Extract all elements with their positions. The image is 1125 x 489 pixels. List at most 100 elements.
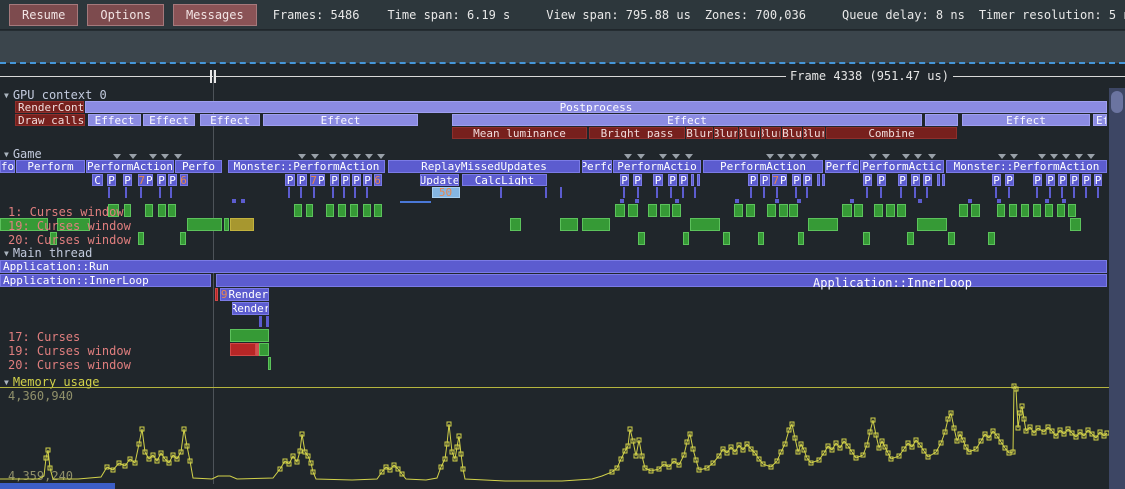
collapsed-zone-marker-icon[interactable] [298, 154, 306, 159]
ruler-handle-left[interactable] [210, 70, 212, 83]
zone-p[interactable]: P [992, 174, 1001, 186]
zone-block[interactable] [326, 204, 334, 217]
collapsed-zone-marker-icon[interactable] [766, 154, 774, 159]
zone-bright-pass[interactable]: Bright pass [589, 127, 685, 139]
zone-p[interactable]: P [1046, 174, 1055, 186]
vertical-scrollbar[interactable] [1109, 88, 1125, 489]
zone-block[interactable] [842, 204, 852, 217]
zone-block[interactable] [988, 232, 995, 245]
zone-p[interactable]: P [123, 174, 132, 186]
zone-performaction[interactable]: PerformAction [86, 160, 174, 173]
zone-p[interactable]: P [168, 174, 177, 186]
collapsed-zone-marker-icon[interactable] [788, 154, 796, 159]
collapsed-zone-marker-icon[interactable] [882, 154, 890, 159]
zone-block[interactable]: 6 [374, 174, 382, 186]
zone-p[interactable]: P [863, 174, 872, 186]
collapsed-zone-marker-icon[interactable] [129, 154, 137, 159]
collapsed-zone-marker-icon[interactable] [902, 154, 910, 159]
zone-block[interactable] [1068, 204, 1076, 217]
zone-block[interactable] [822, 174, 825, 186]
zone-p[interactable]: P [679, 174, 688, 186]
zone-p[interactable]: P [1033, 174, 1042, 186]
zone-p[interactable]: P [1082, 174, 1091, 186]
zone-perform[interactable]: Perform [16, 160, 85, 173]
collapsed-zone-marker-icon[interactable] [329, 154, 337, 159]
zone-perfc[interactable]: Perfc [825, 160, 859, 173]
horizontal-scrollbar-thumb[interactable] [0, 483, 115, 489]
zone-blur[interactable]: Blur [803, 127, 825, 139]
zone-block[interactable] [723, 232, 730, 245]
collapsed-zone-marker-icon[interactable] [174, 154, 182, 159]
zone-effect[interactable]: Effect [88, 114, 141, 126]
zone-p[interactable]: P [633, 174, 642, 186]
zone-block[interactable] [510, 218, 521, 231]
zone-block[interactable] [138, 232, 144, 245]
zone-perfc[interactable]: Perfc [582, 160, 612, 173]
collapsed-zone-marker-icon[interactable] [311, 154, 319, 159]
zone-renderconte[interactable]: RenderConte [15, 101, 84, 113]
zone-block[interactable] [758, 232, 764, 245]
zone-block[interactable] [660, 204, 670, 217]
zone-performaction[interactable]: PerformAction [703, 160, 823, 173]
zone-block[interactable] [268, 357, 271, 370]
collapsed-zone-marker-icon[interactable] [624, 154, 632, 159]
section-header-game[interactable]: ▼ Game [4, 147, 42, 161]
collapsed-zone-marker-icon[interactable] [928, 154, 936, 159]
collapsed-zone-marker-icon[interactable] [914, 154, 922, 159]
zone-block[interactable] [648, 204, 657, 217]
zone-p[interactable]: P [803, 174, 812, 186]
zone-block[interactable] [948, 232, 955, 245]
collapsed-zone-marker-icon[interactable] [1075, 154, 1083, 159]
collapsed-zone-marker-icon[interactable] [161, 154, 169, 159]
zone-block[interactable] [638, 232, 645, 245]
zone-block[interactable]: 50 [432, 187, 460, 198]
zone-p[interactable]: P [792, 174, 801, 186]
zone-draw-calls[interactable]: Draw calls [15, 114, 85, 126]
zone-blur[interactable]: Blur [686, 127, 713, 139]
zone-p[interactable]: P [341, 174, 350, 186]
zone-block[interactable] [937, 174, 940, 186]
zone-block[interactable] [746, 204, 755, 217]
zone-block[interactable] [560, 218, 578, 231]
collapsed-zone-marker-icon[interactable] [777, 154, 785, 159]
collapsed-zone-marker-icon[interactable] [113, 154, 121, 159]
zone-p[interactable]: P [157, 174, 166, 186]
collapsed-zone-marker-icon[interactable] [377, 154, 385, 159]
collapsed-zone-marker-icon[interactable] [811, 154, 819, 159]
zone-block[interactable] [817, 174, 820, 186]
zone-block[interactable] [897, 204, 906, 217]
collapsed-zone-marker-icon[interactable] [659, 154, 667, 159]
collapsed-zone-marker-icon[interactable] [353, 154, 361, 159]
zone-monster-performaction[interactable]: Monster::PerformAction [946, 160, 1107, 173]
zone-block[interactable] [854, 204, 863, 217]
zone-block[interactable] [672, 204, 681, 217]
zone-p[interactable]: P [748, 174, 758, 186]
zone-p[interactable]: P [911, 174, 920, 186]
collapsed-zone-marker-icon[interactable] [1087, 154, 1095, 159]
zone-block[interactable] [1045, 204, 1053, 217]
collapsed-zone-marker-icon[interactable] [1050, 154, 1058, 159]
zone-block[interactable] [798, 232, 804, 245]
zone-block[interactable] [350, 204, 358, 217]
collapsed-zone-marker-icon[interactable] [998, 154, 1006, 159]
zone-block[interactable] [582, 218, 610, 231]
zone-block[interactable] [1021, 204, 1029, 217]
zone-block[interactable] [180, 232, 186, 245]
zone-block[interactable] [789, 204, 798, 217]
zone-block[interactable] [615, 204, 625, 217]
zone-block[interactable] [256, 343, 259, 356]
zone-block[interactable] [767, 204, 776, 217]
zone-calclight[interactable]: CalcLight [462, 174, 547, 186]
zone-p[interactable]: P [1094, 174, 1102, 186]
zone-block[interactable] [363, 204, 371, 217]
zone-effect[interactable]: Effect [962, 114, 1090, 126]
section-header-main-thread[interactable]: ▼ Main thread [4, 246, 92, 260]
zone-block[interactable] [230, 218, 254, 231]
zone-p[interactable]: P [653, 174, 663, 186]
frames-overview[interactable] [0, 30, 1125, 63]
zone-effect[interactable]: Effect [452, 114, 922, 126]
zone-block[interactable] [168, 204, 176, 217]
